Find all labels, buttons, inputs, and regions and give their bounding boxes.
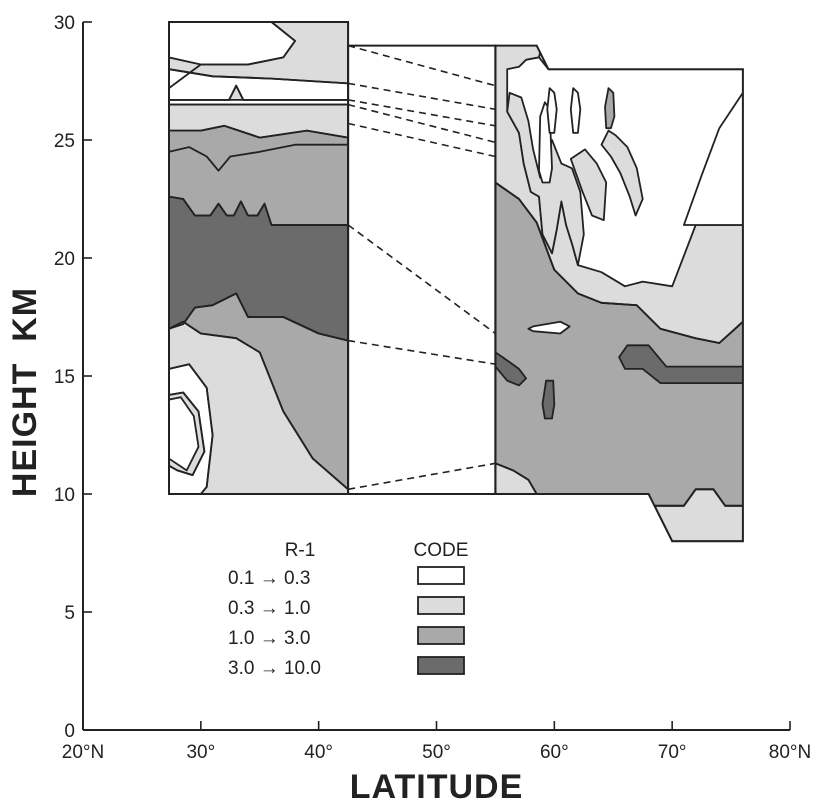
right-panel-band-4 <box>541 379 556 420</box>
right-panel-frame <box>494 44 744 543</box>
x-tick-label: 20°N <box>62 742 104 763</box>
connector-line <box>347 44 496 87</box>
legend-entry-label: 1.0 → 3.0 <box>228 628 310 649</box>
y-tick-label: 0 <box>64 721 75 742</box>
right-panel-band-12 <box>683 91 743 226</box>
legend-entry-label: 3.0 → 10.0 <box>228 658 321 679</box>
connector-line <box>347 462 496 491</box>
right-panel <box>494 44 744 543</box>
left-panel-band-9 <box>169 396 200 472</box>
right-panel-band-5 <box>495 351 527 387</box>
legend-swatch <box>417 566 465 585</box>
legend-swatch <box>417 626 465 645</box>
connector-line <box>347 99 496 127</box>
left-panel-frame <box>168 21 350 495</box>
y-axis-title: HEIGHT KM <box>6 287 44 497</box>
y-tick-label: 5 <box>64 603 75 624</box>
left-panel-contour-6 <box>169 195 349 226</box>
left-panel-contour-5 <box>169 143 349 172</box>
legend-swatch <box>417 656 465 675</box>
left-panel <box>168 21 350 495</box>
legend-entry-label: 0.3 → 1.0 <box>228 598 310 619</box>
connector-line <box>347 122 496 158</box>
y-tick-label: 30 <box>54 13 75 34</box>
left-panel-contour-7 <box>169 292 349 342</box>
x-tick-label: 30° <box>186 742 215 763</box>
legend-swatch <box>417 596 465 615</box>
right-panel-band-16 <box>527 320 571 335</box>
axes: 0 5 10 15 20 25 30 20°N 30° 40° 50° 60° 70° 80°N LATIT… <box>6 13 811 806</box>
right-panel-contour-3 <box>625 488 743 507</box>
legend-entry-label: 0.1 → 0.3 <box>228 568 310 589</box>
connector-line <box>347 224 496 335</box>
right-panel-band-15 <box>604 87 616 130</box>
connector-line <box>347 103 496 144</box>
right-panel-contour-2 <box>495 462 538 495</box>
right-panel-band-10 <box>600 129 644 217</box>
connector-line <box>347 339 496 365</box>
y-tick-label: 25 <box>54 131 75 152</box>
x-tick-label: 70° <box>658 742 687 763</box>
legend: R-1 CODE 0.1 → 0.3 0.3 → 1.0 1.0 → 3.0 3.0 → … <box>228 540 468 679</box>
x-axis-title: LATITUDE <box>350 768 524 806</box>
left-panel-contour-1 <box>169 68 349 85</box>
right-panel-band-14 <box>569 87 582 134</box>
y-tick-label: 20 <box>54 249 75 270</box>
y-tick-label: 10 <box>54 485 75 506</box>
left-panel-contour-2 <box>169 84 349 101</box>
legend-range-header: R-1 <box>285 540 316 561</box>
right-panel-band-11 <box>569 148 608 222</box>
data-panels <box>168 21 744 543</box>
right-panel-band-13 <box>546 87 558 134</box>
left-panel-contour-4 <box>169 124 349 139</box>
connector-line <box>347 82 496 111</box>
right-panel-contour-1 <box>495 181 743 344</box>
x-tick-label: 60° <box>540 742 569 763</box>
left-panel-contour-10 <box>169 391 206 477</box>
left-panel-contour-0 <box>169 22 297 89</box>
x-tick-label: 80°N <box>769 742 811 763</box>
connector-lines <box>347 44 497 495</box>
left-panel-contour-8 <box>169 320 349 490</box>
y-tick-label: 15 <box>54 367 75 388</box>
x-tick-label: 50° <box>422 742 451 763</box>
left-panel-contour-9 <box>169 363 214 494</box>
right-panel-band-3 <box>618 344 743 385</box>
x-tick-label: 40° <box>304 742 333 763</box>
legend-code-header: CODE <box>414 540 469 561</box>
